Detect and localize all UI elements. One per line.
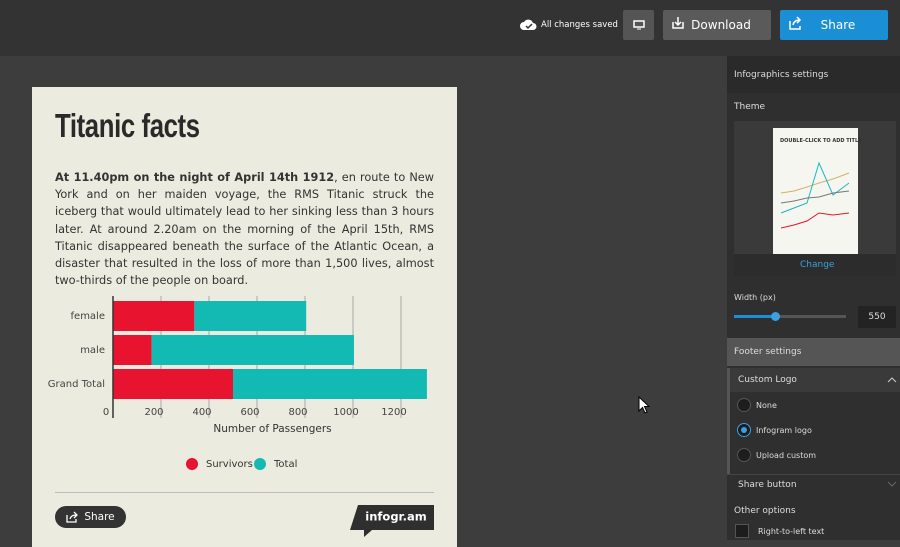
- radio-dot: [741, 427, 747, 433]
- card-share-label: Share: [84, 511, 115, 523]
- settings-panel: Infographics settings Theme DOUBLE-CLICK…: [727, 56, 900, 540]
- y-tick-label: female: [71, 311, 105, 322]
- y-tick-label: male: [80, 345, 105, 356]
- save-status: All changes saved: [541, 20, 618, 30]
- width-value: 550: [868, 312, 886, 322]
- theme-change[interactable]: Change: [800, 260, 835, 270]
- logo-options: None Infogram logo Upload custom: [727, 392, 900, 474]
- theme-thumbnail: DOUBLE-CLICK TO ADD TITLE: [773, 128, 862, 258]
- x-tick-label: 1200: [381, 407, 406, 418]
- bar: [151, 335, 354, 365]
- radio[interactable]: [737, 423, 751, 437]
- intro-text: , en route to New York and on her maiden…: [55, 171, 434, 288]
- infographic-card: Titanic facts At 11.40pm on the night of…: [32, 87, 457, 547]
- custom-logo-label: Custom Logo: [738, 375, 797, 385]
- rtl-checkbox[interactable]: [735, 524, 749, 538]
- footer-settings: Footer settings: [734, 347, 802, 357]
- legend-marker: [186, 458, 198, 470]
- x-tick-label: 800: [288, 407, 307, 418]
- width-label: Width (px): [734, 293, 776, 302]
- divider: [55, 492, 434, 493]
- thumbnail-chart: [780, 161, 850, 229]
- radio-label: Infogram logo: [756, 426, 812, 435]
- card-share-button[interactable]: Share: [55, 506, 126, 528]
- theme-preview[interactable]: DOUBLE-CLICK TO ADD TITLE Change: [734, 121, 896, 276]
- preview-button[interactable]: [623, 10, 654, 40]
- bar: [233, 369, 427, 399]
- radio-label: None: [756, 401, 777, 410]
- x-tick-label: 1000: [333, 407, 358, 418]
- bar: [113, 369, 233, 399]
- radio[interactable]: [737, 398, 751, 412]
- share-label: Share: [820, 18, 856, 32]
- legend-label: Survivors: [206, 459, 253, 470]
- x-tick-label: 400: [192, 407, 211, 418]
- panel-title: Infographics settings: [734, 70, 829, 80]
- infographic-title: Titanic facts: [55, 107, 200, 144]
- y-tick-label: Grand Total: [48, 379, 105, 390]
- theme-label: Theme: [734, 102, 766, 112]
- brand-badge: infogr.am: [350, 505, 434, 537]
- intro-paragraph: At 11.40pm on the night of April 14th 19…: [55, 169, 434, 289]
- width-slider[interactable]: [734, 312, 846, 321]
- x-tick-label: 600: [240, 407, 259, 418]
- bar: [113, 301, 195, 331]
- intro-bold: At 11.40pm on the night of April 14th 19…: [55, 171, 335, 184]
- custom-logo-header[interactable]: [727, 368, 900, 392]
- brand-label: infogr.am: [365, 510, 426, 524]
- thumbnail-title: DOUBLE-CLICK TO ADD TITLE: [780, 138, 862, 144]
- bar: [113, 335, 152, 365]
- legend-marker: [254, 458, 266, 470]
- download-button[interactable]: Download: [663, 10, 771, 40]
- legend-label: Total: [273, 459, 297, 470]
- mouse-cursor: [638, 396, 651, 414]
- toolbar: All changes saved Download Share: [0, 0, 900, 56]
- x-tick-label: 200: [144, 407, 163, 418]
- share-button-setting[interactable]: Share button: [738, 480, 797, 490]
- download-label: Download: [691, 18, 751, 32]
- radio[interactable]: [737, 448, 751, 462]
- x-axis-label: Number of Passengers: [213, 423, 331, 435]
- rtl-label: Right-to-left text: [758, 527, 825, 536]
- radio-label: Upload custom: [756, 451, 817, 460]
- cloud-icon: [520, 19, 537, 30]
- x-tick-label: 0: [103, 407, 109, 418]
- width-input[interactable]: 550: [858, 306, 896, 328]
- other-options: Other options: [734, 506, 796, 516]
- share-button[interactable]: Share: [780, 10, 888, 40]
- chart: 0 200 400 600 800 1000 1200 female male Grand Tot…: [48, 296, 427, 470]
- bar: [194, 301, 307, 331]
